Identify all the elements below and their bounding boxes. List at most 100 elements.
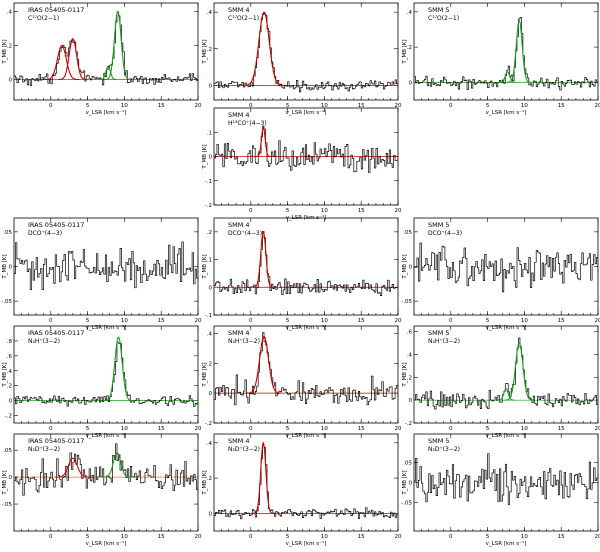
y-axis-label: T_MB [K] xyxy=(202,362,208,387)
y-tick-label: .8 xyxy=(7,339,13,345)
fit-curve-red xyxy=(253,231,274,288)
y-tick-label: .2 xyxy=(7,384,12,390)
x-tick-label: 0 xyxy=(249,426,253,432)
panel-p32: 0 5 10 15 20 -.2 0 .2 .4 .6 v_LSR [km s⁻¹] T_MB [K]… xyxy=(402,325,600,439)
spectrum-trace xyxy=(414,337,598,410)
spectrum-trace xyxy=(414,17,598,91)
panel-frame xyxy=(213,433,399,532)
y-tick-label: .05 xyxy=(3,230,12,236)
x-axis-label: v_LSR [km s⁻¹] xyxy=(86,109,127,116)
panel-p21: 0 5 10 15 20 -.1 0 .1 .2 v_LSR [km s⁻¹] T_MB [K] SM… xyxy=(202,217,402,331)
y-tick-label: 0 xyxy=(409,265,413,271)
y-axis-label: T_MB [K] xyxy=(2,362,8,387)
x-tick-label: 10 xyxy=(321,426,328,432)
y-tick-label: -.2 xyxy=(205,203,212,209)
transition-label: DCO⁺(4−3) xyxy=(228,230,262,237)
fit-curve-red xyxy=(44,44,80,81)
x-tick-label: 10 xyxy=(321,534,328,540)
x-tick-label: 15 xyxy=(358,534,365,540)
panel-p42: 0 5 10 15 20 -.05 0 .05 v_LSR [km s⁻¹] T_MB [K] SM… xyxy=(401,433,600,547)
x-tick-label: 5 xyxy=(86,534,90,540)
transition-label: N₂D⁺(3−2) xyxy=(228,446,260,453)
fit-curve-red xyxy=(55,457,91,478)
spectrum-trace xyxy=(214,445,398,520)
x-tick-label: 5 xyxy=(86,103,90,109)
x-tick-label: 10 xyxy=(521,426,528,432)
spectrum-trace xyxy=(14,443,198,496)
x-tick-label: 20 xyxy=(195,318,202,324)
spectrum-trace xyxy=(214,332,398,406)
y-axis-label: T_MB [K] xyxy=(202,254,208,279)
transition-label: N₂D⁺(3−2) xyxy=(28,446,60,453)
y-axis-label: T_MB [K] xyxy=(402,39,408,64)
fit-curve-green xyxy=(507,19,531,83)
transition-label: N₂H⁺(3−2) xyxy=(28,338,60,345)
x-tick-label: 5 xyxy=(486,103,490,109)
fit-curve-red xyxy=(246,335,282,394)
source-label: IRAS 05405-0117 xyxy=(28,329,84,337)
panel-p02: 0 5 10 15 20 0 .2 .4 v_LSR [km s⁻¹] T_MB [K] SMM 5… xyxy=(402,2,600,116)
source-label: IRAS 05405-0117 xyxy=(28,437,84,445)
x-tick-label: 0 xyxy=(49,534,53,540)
x-tick-label: 15 xyxy=(558,426,565,432)
source-label: SMM 4 xyxy=(228,6,250,14)
x-tick-label: 15 xyxy=(558,318,565,324)
x-tick-label: 15 xyxy=(558,534,565,540)
x-tick-label: 0 xyxy=(249,534,253,540)
y-tick-label: 0 xyxy=(9,475,13,481)
spectrum-trace xyxy=(414,242,598,293)
y-axis-label: T_MB [K] xyxy=(2,470,8,495)
panel-p00: 0 5 10 15 20 0 .2 .4 v_LSR [km s⁻¹] T_MB [K] IRAS … xyxy=(2,2,202,116)
x-tick-label: 15 xyxy=(358,426,365,432)
fit-curve-green xyxy=(99,65,117,81)
panel-frame xyxy=(213,2,399,101)
x-tick-label: 15 xyxy=(358,208,365,214)
y-tick-label: -.05 xyxy=(1,299,12,305)
panel-p41: 0 5 10 15 20 0 .2 .4 v_LSR [km s⁻¹] T_MB [K] SMM 4… xyxy=(202,433,402,547)
spectrum-trace xyxy=(214,13,398,93)
fit-curve-red xyxy=(243,11,285,86)
y-tick-label: .4 xyxy=(207,10,213,16)
x-tick-label: 15 xyxy=(158,103,165,109)
y-tick-label: 0 xyxy=(9,265,13,271)
y-tick-label: -.2 xyxy=(5,414,12,420)
x-tick-label: 5 xyxy=(486,534,490,540)
fit-curve-red xyxy=(58,38,88,81)
y-tick-label: 0 xyxy=(209,391,213,397)
transition-label: DCO⁺(4−3) xyxy=(428,230,462,237)
y-tick-label: .05 xyxy=(403,460,412,466)
transition-label: N₂H⁺(3−2) xyxy=(228,338,260,345)
y-axis-label: T_MB [K] xyxy=(2,254,8,279)
fit-curve-green xyxy=(102,452,132,478)
x-tick-label: 20 xyxy=(595,318,600,324)
y-tick-label: .4 xyxy=(207,331,213,337)
x-tick-label: 0 xyxy=(249,208,253,214)
x-tick-label: 0 xyxy=(249,318,253,324)
x-tick-label: 10 xyxy=(521,534,528,540)
y-tick-label: -.05 xyxy=(401,501,412,507)
y-axis-label: T_MB [K] xyxy=(2,39,8,64)
x-tick-label: 15 xyxy=(158,426,165,432)
transition-label: C¹⁷O(2−1) xyxy=(28,15,59,22)
y-tick-label: 0 xyxy=(209,83,213,89)
x-tick-label: 0 xyxy=(49,318,53,324)
x-tick-label: 20 xyxy=(195,534,202,540)
x-tick-label: 20 xyxy=(395,318,402,324)
source-label: SMM 4 xyxy=(228,437,250,445)
panel-p31: 0 5 10 15 20 -.2 0 .2 .4 v_LSR [km s⁻¹] T_MB [K] SM… xyxy=(202,325,402,439)
y-tick-label: .05 xyxy=(3,448,12,454)
y-tick-label: -.05 xyxy=(401,299,412,305)
x-tick-label: 0 xyxy=(49,103,53,109)
panel-frame xyxy=(213,217,399,316)
x-tick-label: 0 xyxy=(249,103,253,109)
x-tick-label: 20 xyxy=(595,426,600,432)
y-tick-label: 0 xyxy=(409,398,413,404)
x-tick-label: 0 xyxy=(449,318,453,324)
y-tick-label: 0 xyxy=(409,481,413,487)
x-tick-label: 15 xyxy=(158,318,165,324)
panel-p30: 0 5 10 15 20 -.2 0 .2 .4 .6 .8 v_LSR [km s⁻¹] T_MB [… xyxy=(2,325,202,439)
x-tick-label: 0 xyxy=(449,534,453,540)
y-tick-label: -.2 xyxy=(405,421,412,427)
x-axis-label: v_LSR [km s⁻¹] xyxy=(286,109,327,116)
x-tick-label: 5 xyxy=(86,318,90,324)
